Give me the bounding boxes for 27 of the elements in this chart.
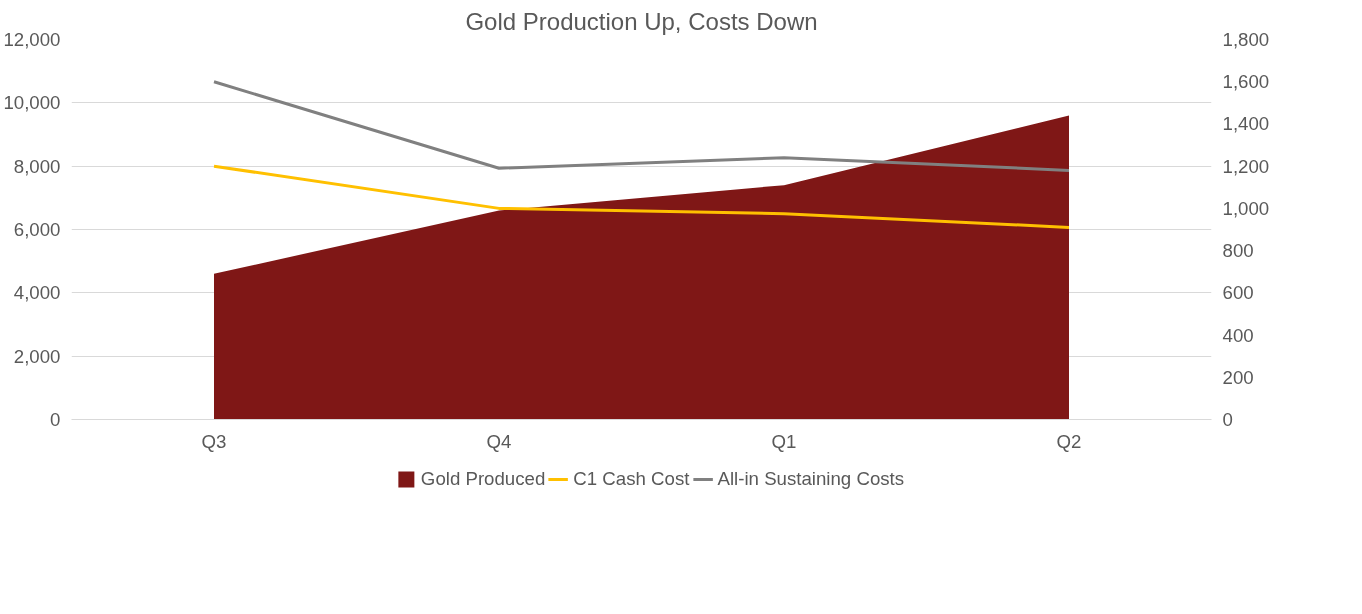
- chart-title: Gold Production Up, Costs Down: [465, 7, 818, 35]
- y-tick-label: 8,000: [13, 155, 61, 177]
- y2-tick-label: 1,800: [1222, 29, 1270, 50]
- y-tick-label: 6,000: [13, 219, 61, 240]
- line-series: [212, 80, 1071, 172]
- legend-label: Gold Produced: [420, 468, 546, 490]
- y-tick-label: 10,000: [3, 92, 61, 114]
- y2-tick-label: 600: [1222, 282, 1254, 304]
- y2-tick-label: 200: [1222, 366, 1254, 388]
- x-tick-label: Q4: [486, 430, 512, 452]
- x-tick-label: Q2: [1056, 430, 1082, 452]
- y2-tick-label: 800: [1222, 240, 1254, 262]
- y-tick-label: 0: [50, 409, 61, 430]
- y-tick-label: 4,000: [13, 282, 61, 304]
- x-tick-label: Q3: [201, 430, 227, 452]
- legend-label: All-in Sustaining Costs: [717, 468, 905, 490]
- line-series: [212, 164, 1071, 229]
- y-tick-label: 12,000: [3, 29, 61, 50]
- x-tick-label: Q1: [771, 430, 797, 452]
- y-tick-label: 2,000: [13, 345, 61, 367]
- y2-tick-label: 0: [1222, 409, 1233, 430]
- y2-tick-label: 1,600: [1222, 71, 1270, 93]
- y2-tick-label: 1,000: [1222, 197, 1270, 219]
- y2-tick-label: 1,400: [1222, 113, 1270, 135]
- y2-tick-label: 400: [1222, 324, 1254, 346]
- y2-tick-label: 1,200: [1222, 155, 1270, 177]
- legend-label: C1 Cash Cost: [573, 468, 690, 490]
